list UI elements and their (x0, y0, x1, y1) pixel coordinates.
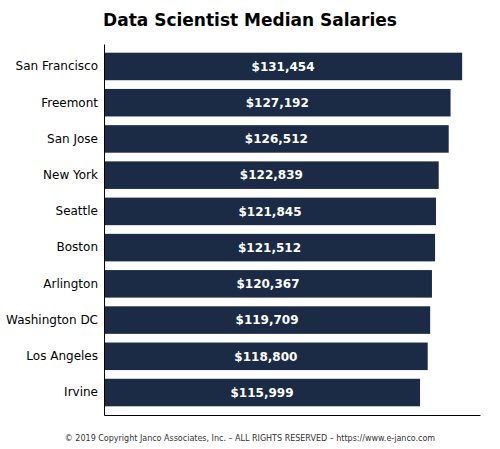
bar (104, 234, 435, 262)
data-label: $115,999 (231, 386, 294, 400)
bar (104, 270, 432, 298)
y-tick-label: Freemont (41, 96, 98, 110)
chart: $131,454 $127,192 $126,512 $122,839 $121,845… (0, 0, 500, 449)
y-tick: Washington DC (6, 313, 104, 327)
bar (104, 379, 420, 407)
y-tick: New York (43, 168, 104, 182)
y-tick: San Jose (47, 132, 104, 146)
plot: $131,454 $127,192 $126,512 $122,839 $121,845… (6, 45, 480, 416)
x-axis (105, 415, 481, 416)
data-label: $121,845 (238, 205, 301, 219)
y-tick-label: Washington DC (6, 313, 98, 327)
bar (104, 161, 439, 189)
y-tick: Los Angeles (26, 349, 104, 363)
x-axis-line (105, 415, 481, 416)
bar (104, 125, 449, 153)
y-tick-label: Seattle (56, 204, 98, 218)
y-tick: Boston (57, 240, 104, 254)
data-label: $127,192 (246, 96, 309, 110)
y-tick-label: New York (43, 168, 98, 182)
data-label: $131,454 (252, 60, 315, 74)
bar (104, 343, 428, 371)
bar (104, 198, 436, 226)
footer: © 2019 Copyright Janco Associates, Inc. … (65, 434, 436, 443)
y-tick-label: Irvine (64, 385, 98, 399)
y-tick-label: San Francisco (16, 59, 98, 73)
y-tick-label: Arlington (43, 277, 98, 291)
title: Data Scientist Median Salaries (103, 10, 397, 30)
data-label: $121,512 (238, 241, 301, 255)
bar (104, 306, 430, 334)
y-tick-label: San Jose (47, 132, 98, 146)
bar (104, 53, 462, 81)
data-label: $126,512 (245, 132, 308, 146)
data-label: $120,367 (236, 277, 299, 291)
bars (104, 53, 462, 407)
y-tick: Seattle (56, 204, 104, 218)
y-tick: San Francisco (16, 59, 104, 73)
y-tick: Arlington (43, 277, 104, 291)
bar (104, 89, 451, 117)
y-axis: San Francisco Freemont San Jose New York Sea… (6, 45, 104, 416)
y-axis-line (104, 45, 105, 416)
data-label: $122,839 (240, 168, 303, 182)
y-tick: Freemont (41, 96, 104, 110)
data-label: $118,800 (234, 350, 297, 364)
data-labels: $131,454 $127,192 $126,512 $122,839 $121,845… (231, 60, 315, 400)
y-tick-label: Los Angeles (26, 349, 98, 363)
y-tick-label: Boston (57, 240, 98, 254)
y-tick: Irvine (64, 385, 104, 399)
data-label: $119,709 (236, 313, 299, 327)
